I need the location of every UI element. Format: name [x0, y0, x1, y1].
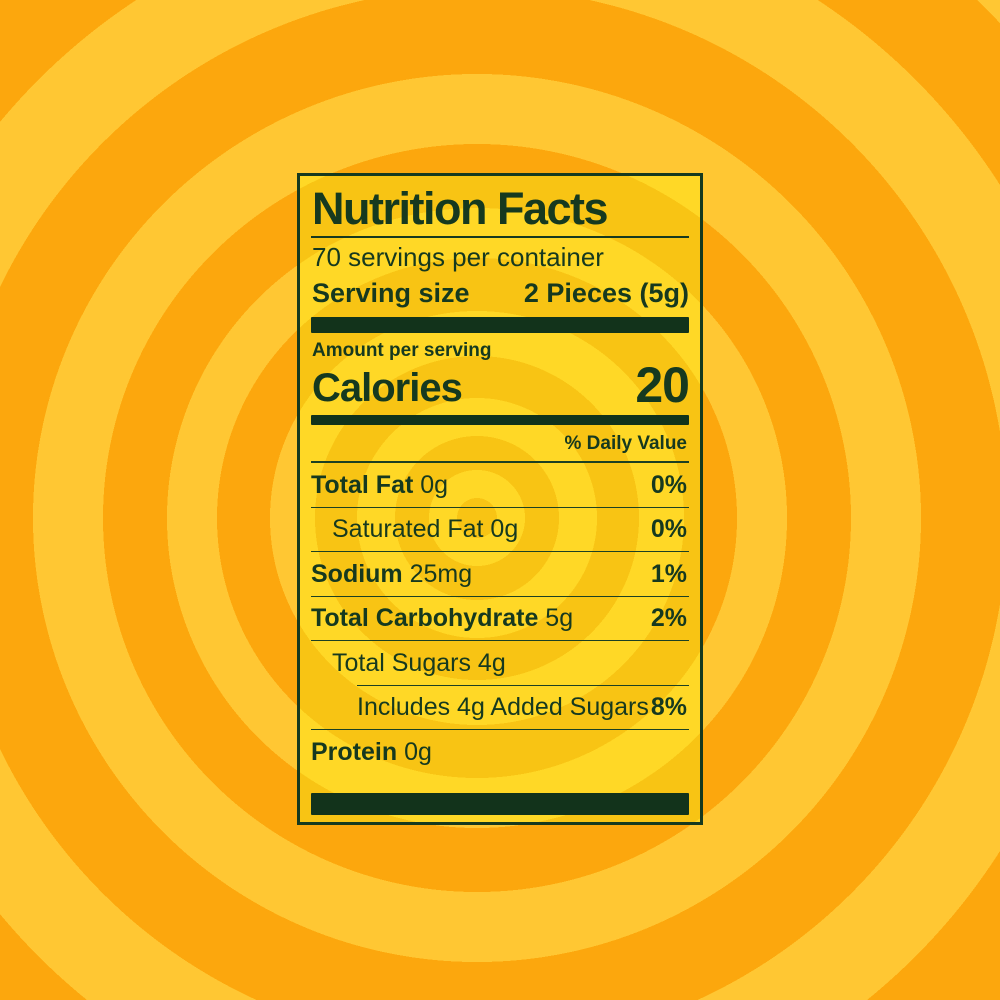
row-total-carbohydrate: Total Carbohydrate 5g 2%: [311, 597, 689, 641]
daily-value-percent: 2%: [650, 604, 687, 633]
daily-value-percent: 0%: [650, 515, 687, 544]
row-sodium: Sodium 25mg 1%: [311, 552, 689, 596]
section-bar-top: [311, 316, 689, 333]
nutrient-name: Protein: [311, 737, 398, 766]
nutrient-name: Total Carbohydrate: [311, 604, 539, 633]
calories-label: Calories: [312, 366, 463, 411]
row-divider: [311, 729, 689, 731]
row-divider: [311, 640, 689, 642]
row-total-sugars: Total Sugars 4g: [311, 641, 689, 685]
section-bar-middle: [311, 415, 689, 426]
row-saturated-fat: Saturated Fat 0g 0%: [311, 508, 689, 552]
nutrient-name: Includes 4g Added Sugars: [357, 693, 649, 722]
daily-value-header: % Daily Value: [311, 425, 689, 464]
daily-value-percent: 1%: [650, 559, 687, 588]
serving-size-value: 2 Pieces (5g): [523, 277, 689, 308]
row-divider-indented: [357, 684, 689, 686]
nutrient-name: Total Sugars 4g: [332, 648, 506, 677]
section-bar-bottom: [311, 793, 689, 815]
nutrition-facts-title: Nutrition Facts: [312, 183, 609, 234]
row-protein: Protein 0g: [311, 730, 689, 774]
servings-per-container: 70 servings per container: [312, 241, 604, 272]
calories-row: Calories 20: [312, 356, 690, 413]
nutrient-amount: 25mg: [402, 559, 473, 588]
amount-per-serving: Amount per serving: [312, 339, 492, 361]
serving-size-row: Serving size 2 Pieces (5g): [312, 278, 689, 309]
nutrient-name: Sodium: [311, 559, 403, 588]
nutrition-facts-label: Nutrition Facts 70 servings per containe…: [297, 173, 703, 825]
daily-value-percent: 0%: [650, 470, 687, 499]
nutrient-amount: 0g: [397, 737, 432, 766]
serving-size-label: Serving size: [312, 277, 470, 308]
row-divider: [311, 595, 689, 597]
row-total-fat: Total Fat 0g 0%: [311, 463, 689, 507]
nutrient-amount: 5g: [538, 604, 574, 633]
daily-value-percent: 8%: [650, 693, 687, 722]
calories-value: 20: [635, 356, 690, 413]
nutrient-name: Saturated Fat 0g: [332, 515, 519, 544]
row-divider: [311, 506, 689, 508]
title-underline: [311, 235, 689, 238]
row-divider: [311, 551, 689, 553]
nutrient-name: Total Fat: [311, 470, 414, 499]
row-added-sugars: Includes 4g Added Sugars 8%: [311, 686, 689, 730]
nutrient-amount: 0g: [413, 470, 449, 499]
